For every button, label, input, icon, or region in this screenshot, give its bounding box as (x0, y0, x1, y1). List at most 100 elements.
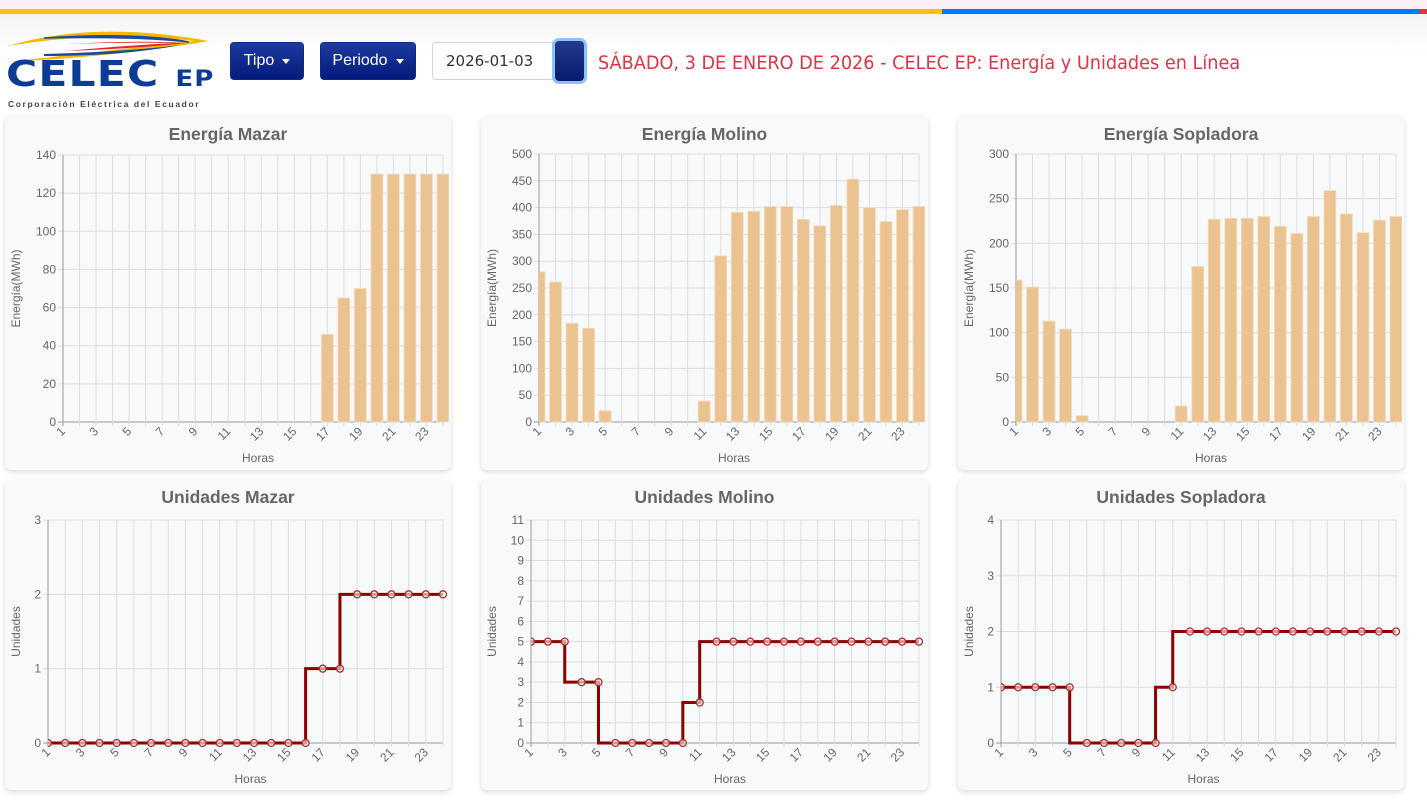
x-tick-label: 5 (120, 424, 135, 439)
x-tick-label: 1 (521, 745, 536, 760)
x-tick-label: 23 (888, 745, 908, 765)
plot-area (320, 173, 449, 423)
x-axis-label: Horas (242, 451, 274, 465)
bar (1059, 328, 1072, 423)
y-tick-label: 200 (512, 308, 532, 322)
data-point (577, 678, 586, 687)
chart-card-energia-sopladora: Energía Sopladora 0 50 100 150 200 250 300 1 3 5 7 9… (958, 116, 1404, 470)
x-axis-label: Horas (718, 451, 750, 465)
periodo-dropdown-button[interactable]: Periodo (320, 42, 416, 80)
data-point (301, 738, 310, 748)
x-tick-label: 17 (1266, 424, 1286, 444)
caret-down-icon (395, 58, 404, 64)
x-tick-label: 13 (1200, 424, 1220, 444)
bar (846, 178, 860, 423)
plot-area (531, 637, 924, 748)
y-tick-label: 4 (987, 513, 994, 527)
data-point (1001, 683, 1006, 692)
date-submit-button[interactable] (555, 41, 584, 81)
units-line (1001, 630, 1396, 745)
data-point (1391, 627, 1401, 636)
data-point (1082, 738, 1092, 748)
x-tick-label: 7 (623, 745, 638, 760)
plot-area (48, 590, 448, 748)
bar (879, 221, 893, 423)
data-point (543, 637, 553, 646)
plot-area (1001, 627, 1401, 748)
data-point (914, 637, 924, 646)
data-point (284, 738, 293, 748)
plot-area (539, 178, 925, 423)
bar (747, 210, 761, 423)
y-tick-label: 100 (989, 326, 1009, 340)
data-point (181, 738, 190, 748)
x-tick-label: 17 (309, 745, 329, 765)
logo-brand-text: CELEC (6, 54, 160, 95)
data-point (404, 590, 413, 599)
x-tick-label: 1 (38, 745, 53, 760)
data-point (628, 738, 637, 748)
data-point (1065, 683, 1074, 692)
logo-tagline: Corporación Eléctrica del Ecuador (8, 99, 201, 109)
y-axis-label: Energía(MWh) (9, 249, 23, 327)
x-tick-label: 13 (247, 424, 267, 444)
y-tick-label: 3 (987, 569, 994, 583)
chart-title: Energía Sopladora (1104, 124, 1259, 144)
bar (387, 173, 400, 423)
bar (1373, 219, 1386, 423)
tricolor-bar (0, 9, 1427, 14)
y-tick-label: 80 (43, 262, 57, 276)
chart-card-energia-molino: Energía Molino 0 50 100 150 200 250 300 350 400 45… (481, 116, 928, 470)
bar (582, 327, 595, 423)
y-tick-label: 100 (512, 361, 532, 375)
data-point (370, 590, 379, 599)
data-point (1151, 738, 1160, 748)
data-point (1134, 738, 1143, 748)
celec-logo[interactable]: CELEC EP Corporación Eléctrica del Ecuad… (4, 26, 213, 109)
y-tick-label: 5 (517, 635, 524, 649)
x-tick-label: 21 (377, 745, 397, 765)
x-tick-label: 1 (1006, 424, 1021, 439)
data-point (746, 637, 755, 646)
x-axis-label: Horas (714, 772, 746, 786)
bar (436, 173, 449, 423)
x-tick-label: 17 (789, 424, 809, 444)
data-point (1374, 627, 1383, 636)
x-tick-label: 9 (662, 424, 677, 439)
y-tick-label: 300 (989, 147, 1009, 161)
bar (763, 206, 777, 423)
bar (1224, 217, 1238, 423)
x-tick-label: 1 (53, 424, 68, 439)
data-point (1220, 627, 1229, 636)
x-tick-label: 3 (73, 745, 88, 760)
x-tick-label: 5 (1060, 745, 1075, 760)
data-point (796, 637, 806, 646)
data-point (164, 738, 173, 748)
x-tick-label: 15 (1227, 745, 1247, 765)
y-tick-label: 20 (43, 377, 57, 391)
data-point (897, 637, 907, 646)
logo-brand: CELEC EP (6, 57, 214, 98)
tipo-dropdown-button[interactable]: Tipo (230, 42, 304, 80)
data-point (644, 738, 654, 748)
y-tick-label: 400 (512, 201, 532, 215)
data-point (146, 738, 156, 748)
y-tick-label: 140 (36, 148, 56, 162)
bar (337, 297, 351, 423)
data-point (267, 738, 276, 748)
chart-card-unidades-molino: Unidades Molino 0 1 2 3 4 5 6 7 8 9 10 11 1 3 5 7 9 11 13 15… (481, 479, 928, 790)
y-tick-label: 120 (36, 186, 56, 200)
data-point (763, 637, 772, 646)
data-point (1168, 683, 1177, 692)
y-axis-label: Unidades (9, 606, 23, 657)
bar (1042, 320, 1056, 423)
y-tick-label: 100 (36, 224, 56, 238)
top-band (0, 0, 1427, 9)
data-point (318, 664, 327, 673)
chart-card-energia-mazar: Energía Mazar 0 20 40 60 80 100 120 140 1 3 5 7 9 11 13… (5, 116, 451, 470)
x-tick-label: 19 (1299, 424, 1319, 444)
data-point (335, 664, 345, 673)
data-point (1237, 627, 1246, 636)
date-input[interactable] (432, 42, 558, 80)
